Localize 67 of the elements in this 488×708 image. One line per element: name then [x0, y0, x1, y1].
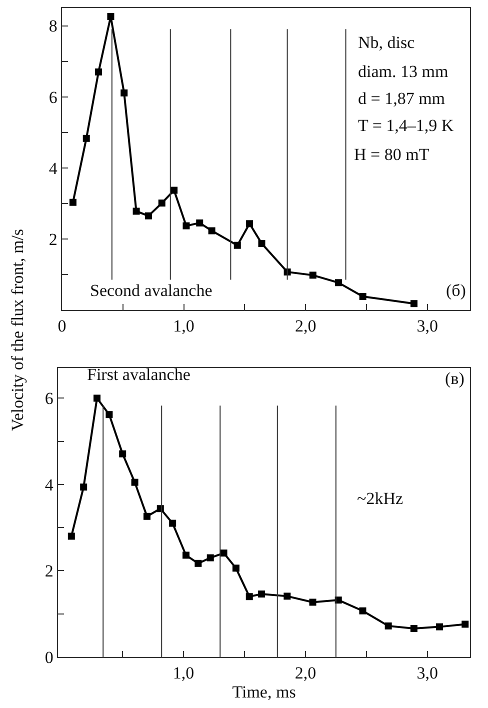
point: [258, 590, 266, 598]
x-tick-label: 3,0: [416, 316, 438, 336]
point: [334, 279, 342, 286]
point: [68, 532, 75, 540]
point: [208, 227, 216, 234]
point: [246, 220, 254, 228]
point: [144, 212, 152, 220]
point: [182, 552, 190, 559]
y-tick-label: 8: [48, 16, 58, 36]
point: [232, 564, 240, 572]
point: [95, 68, 102, 76]
y-tick-label: 4: [48, 158, 58, 178]
annotation: (б): [446, 281, 466, 300]
point: [384, 622, 392, 630]
point: [410, 625, 418, 632]
y-tick-label: 2: [48, 230, 58, 249]
point: [462, 620, 469, 628]
point: [169, 520, 176, 527]
x-tick-label: 1,0: [173, 316, 194, 336]
y-tick-label: 6: [44, 389, 54, 408]
point: [80, 484, 88, 491]
annotation: Second avalanche: [90, 281, 212, 300]
point: [107, 13, 114, 20]
x-tick-label: 2,0: [294, 664, 316, 683]
point: [220, 550, 228, 557]
point: [69, 198, 76, 206]
annotation: ~2kHz: [357, 489, 404, 508]
point: [284, 592, 291, 600]
point: [436, 623, 444, 630]
annotation: diam. 13 mm: [358, 62, 448, 81]
annotation: H = 80 mT: [354, 145, 430, 164]
point: [258, 240, 266, 248]
point: [170, 186, 178, 194]
y-tick-label: 0: [44, 648, 54, 667]
x-tick-label: 2,0: [294, 316, 316, 336]
y-axis-title: Velocity of the flux front, m/s: [8, 228, 28, 432]
annotation: First avalanche: [87, 365, 190, 384]
y-tick-label: 4: [44, 475, 54, 494]
point: [143, 512, 150, 520]
point: [182, 222, 190, 230]
point: [359, 293, 366, 300]
point: [196, 219, 204, 226]
point: [410, 300, 418, 308]
x-tick-label: 3,0: [416, 664, 438, 683]
point: [359, 607, 366, 614]
point: [206, 554, 214, 562]
point: [158, 200, 166, 207]
annotation: Nb, disc: [358, 33, 416, 52]
x-axis-title: Time, ms: [232, 682, 296, 702]
point: [132, 208, 140, 215]
point: [119, 450, 126, 458]
y-tick-label: 6: [48, 88, 58, 107]
point: [246, 593, 253, 600]
y-tick-label: 2: [44, 562, 54, 581]
point: [194, 560, 202, 567]
point: [309, 598, 316, 606]
point: [234, 242, 241, 249]
point: [309, 272, 316, 279]
annotation: d = 1,87 mm: [358, 89, 446, 108]
point: [106, 411, 113, 418]
point: [82, 134, 90, 142]
point: [94, 394, 101, 402]
point: [120, 89, 128, 96]
annotation: T = 1,4–1,9 K: [358, 116, 454, 135]
annotation: (в): [445, 369, 464, 388]
point: [131, 478, 138, 486]
x-tick-label: 1,0: [172, 664, 194, 683]
